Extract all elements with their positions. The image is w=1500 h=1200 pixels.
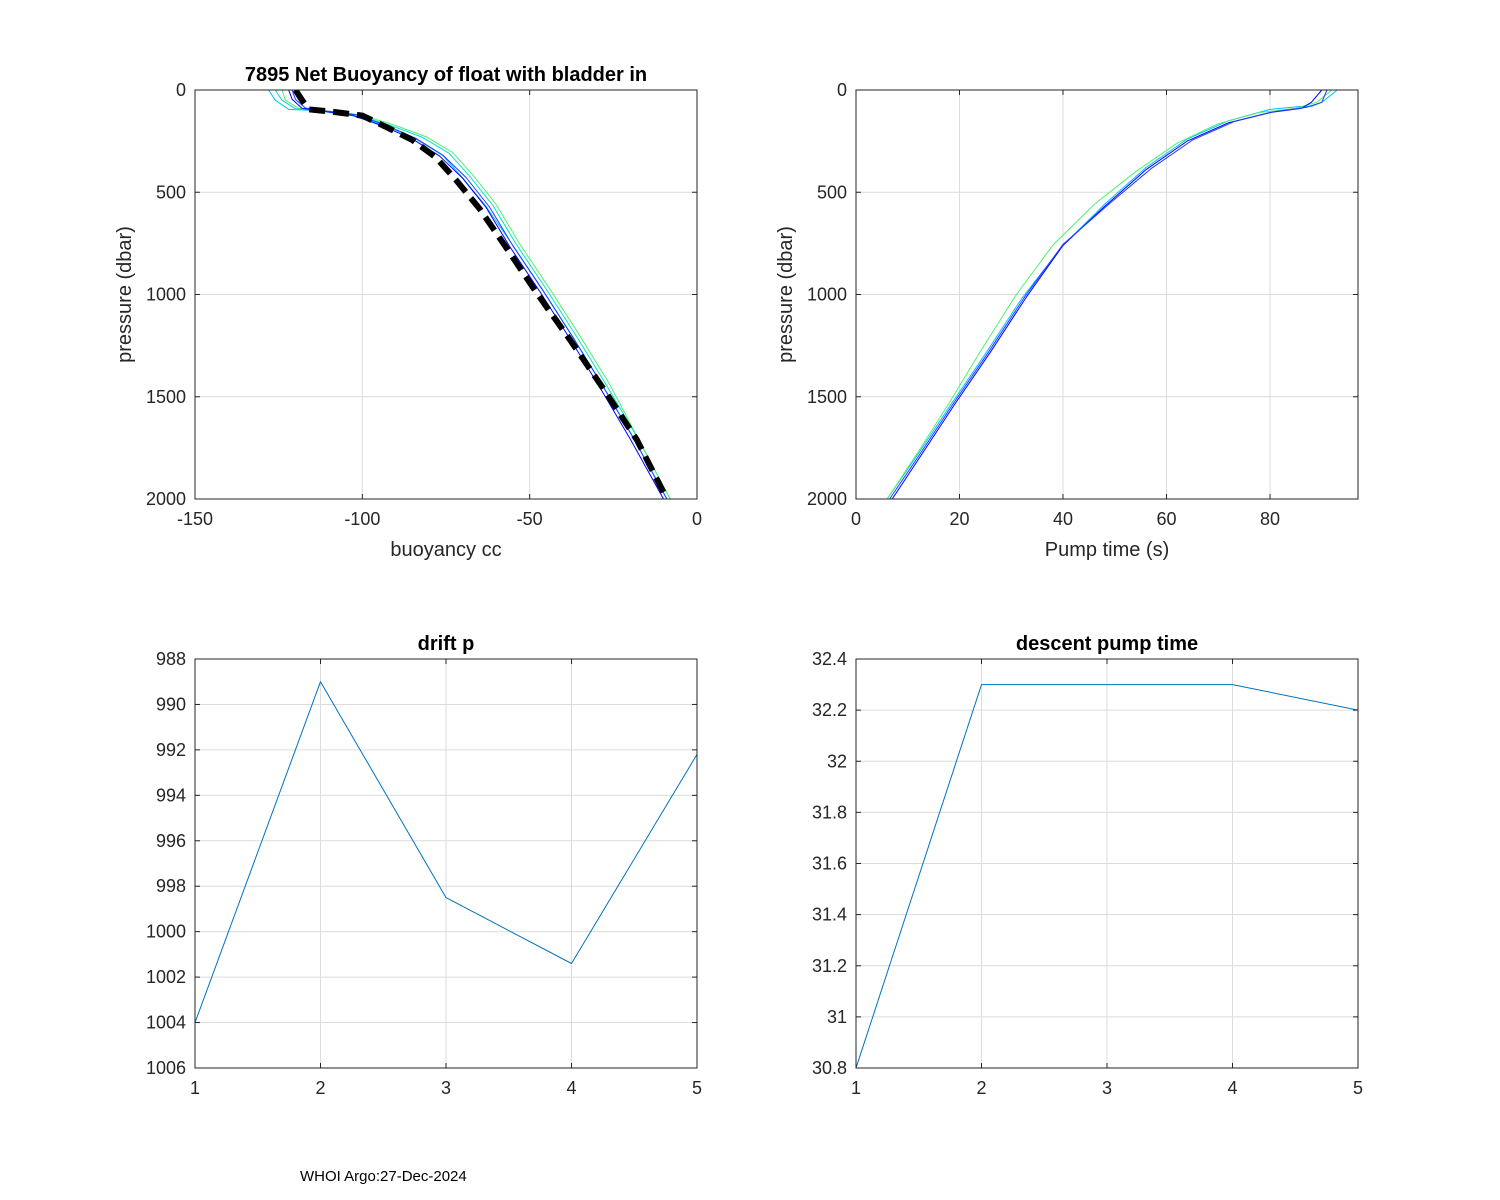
x-tick-label: 5 (692, 1078, 702, 1098)
y-tick-label: 32.2 (812, 700, 847, 720)
series-line-1 (886, 90, 1358, 499)
y-tick-label: 0 (176, 80, 186, 100)
y-tick-label: 996 (156, 831, 186, 851)
chart-title: descent pump time (1016, 633, 1198, 655)
y-tick-label: 1002 (146, 967, 186, 987)
x-tick-label: -150 (177, 509, 213, 529)
x-axis-label: buoyancy cc (390, 539, 501, 561)
y-tick-label: 30.8 (812, 1058, 847, 1078)
y-axis-label: pressure (dbar) (114, 226, 136, 363)
series-line-4 (889, 90, 1328, 499)
y-tick-label: 1000 (146, 922, 186, 942)
series-line-1 (195, 681, 697, 1023)
y-tick-label: 992 (156, 740, 186, 760)
y-tick-label: 2000 (146, 489, 186, 509)
x-tick-label: 20 (949, 509, 969, 529)
chart-title: 7895 Net Buoyancy of float with bladder … (245, 64, 647, 86)
y-tick-label: 994 (156, 785, 186, 805)
y-tick-label: 31 (827, 1007, 847, 1027)
series-line-6 (292, 90, 670, 499)
plot-2: 0 20 40 60 80 0 500 1000 1500 2000 Pump time (s) pr… (775, 80, 1359, 561)
x-tick-label: 60 (1156, 509, 1176, 529)
y-tick-label: 1500 (146, 387, 186, 407)
x-tick-label: -50 (517, 509, 543, 529)
series-group (268, 90, 671, 499)
y-tick-label: 31.4 (812, 905, 847, 925)
y-tick-label: 1500 (807, 387, 847, 407)
y-tick-label: 500 (817, 182, 847, 202)
series-group (856, 684, 1358, 1068)
y-tick-label: 1006 (146, 1058, 186, 1078)
series-group (886, 90, 1358, 499)
y-tick-label: 31.2 (812, 956, 847, 976)
x-tick-label: 0 (851, 509, 861, 529)
x-tick-label: 0 (692, 509, 702, 529)
y-tick-label: 32.4 (812, 649, 847, 669)
y-tick-label: 31.6 (812, 854, 847, 874)
x-tick-label: 3 (1102, 1078, 1112, 1098)
chart-title: drift p (418, 633, 475, 655)
y-tick-label: 998 (156, 876, 186, 896)
x-tick-label: 1 (851, 1078, 861, 1098)
plot-1: -150 -100 -50 0 0 500 1000 1500 2000 7895 Net Buo… (114, 64, 702, 561)
plot-3: 1 2 3 4 5 988 990 992 994 996 998 1000 1002 1004 1006 d… (146, 633, 702, 1098)
y-tick-label: 990 (156, 694, 186, 714)
x-tick-label: 5 (1353, 1078, 1363, 1098)
x-tick-label: 80 (1260, 509, 1280, 529)
x-tick-label: -100 (344, 509, 380, 529)
y-tick-label: 500 (156, 182, 186, 202)
y-tick-label: 1000 (807, 285, 847, 305)
plot-4: 1 2 3 4 5 30.8 31 31.2 31.4 31.6 31.8 32 32.2 32.4 des… (812, 633, 1363, 1098)
x-tick-label: 3 (441, 1078, 451, 1098)
y-tick-label: 1004 (146, 1013, 186, 1033)
x-tick-label: 40 (1053, 509, 1073, 529)
y-tick-label: 0 (837, 80, 847, 100)
x-tick-label: 2 (315, 1078, 325, 1098)
x-tick-label: 2 (976, 1078, 986, 1098)
y-tick-label: 988 (156, 649, 186, 669)
x-tick-label: 1 (190, 1078, 200, 1098)
y-tick-label: 1000 (146, 285, 186, 305)
y-tick-label: 31.8 (812, 802, 847, 822)
footer-text: WHOI Argo:27-Dec-2024 (300, 1168, 467, 1185)
x-tick-label: 4 (1227, 1078, 1237, 1098)
y-axis-label: pressure (dbar) (775, 226, 797, 363)
y-tick-label: 32 (827, 751, 847, 771)
x-tick-label: 4 (566, 1078, 576, 1098)
y-tick-label: 2000 (807, 489, 847, 509)
x-axis-label: Pump time (s) (1045, 539, 1169, 561)
series-group (195, 681, 697, 1023)
series-line-1 (856, 684, 1358, 1068)
